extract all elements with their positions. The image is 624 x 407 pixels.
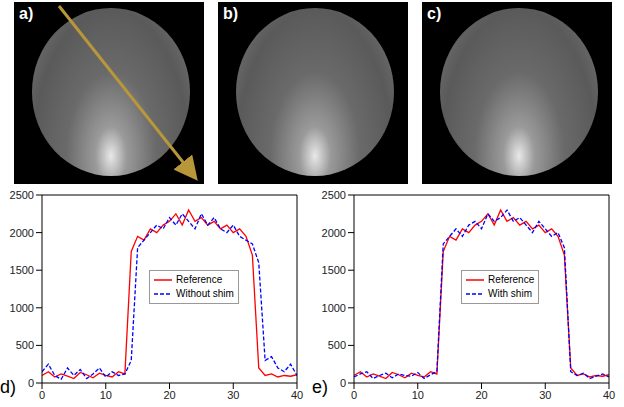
svg-text:30: 30 — [227, 389, 239, 401]
svg-text:2500: 2500 — [10, 189, 34, 201]
svg-text:20: 20 — [475, 389, 487, 401]
html-text:b): b) — [223, 5, 239, 22]
html-text:Without shim: Without shim — [176, 288, 234, 300]
svg-text:0: 0 — [351, 389, 357, 401]
html-text:Reference: Reference — [176, 274, 223, 286]
svg-text:20: 20 — [163, 389, 175, 401]
svg-text:30: 30 — [539, 389, 551, 401]
svg-text:40: 40 — [603, 389, 615, 401]
svg-text:10: 10 — [100, 389, 112, 401]
svg-text:0: 0 — [28, 377, 34, 389]
svg-text:1500: 1500 — [322, 264, 346, 276]
svg-text:1000: 1000 — [10, 302, 34, 314]
svg-text:2000: 2000 — [10, 227, 34, 239]
html-text:Reference: Reference — [488, 274, 535, 286]
html-text:c): c) — [427, 5, 442, 22]
svg-text:1500: 1500 — [10, 264, 34, 276]
svg-text:40: 40 — [291, 389, 303, 401]
svg-text:2000: 2000 — [322, 227, 346, 239]
html-text:e): e) — [312, 377, 328, 397]
html-text:With shim: With shim — [488, 288, 532, 300]
svg-text:0: 0 — [39, 389, 45, 401]
svg-text:500: 500 — [16, 339, 34, 351]
svg-text:1000: 1000 — [322, 302, 346, 314]
svg-text:10: 10 — [412, 389, 424, 401]
svg-text:2500: 2500 — [322, 189, 346, 201]
html-text:a): a) — [19, 5, 34, 22]
svg-text:500: 500 — [328, 339, 346, 351]
svg-text:0: 0 — [340, 377, 346, 389]
html-text:d): d) — [0, 377, 16, 397]
